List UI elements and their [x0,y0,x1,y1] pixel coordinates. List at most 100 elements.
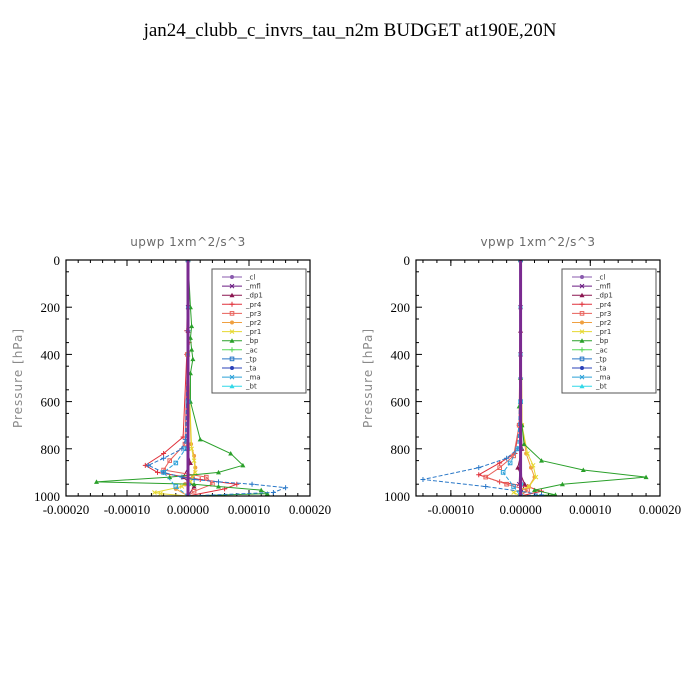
series-marker-ma [511,484,516,489]
legend-label: _pr1 [245,328,261,336]
legend-box [211,268,307,394]
x-tick-label: -0.00010 [428,502,475,517]
x-tick-label: 0.00010 [569,502,611,517]
series-marker-bp [532,487,538,493]
series-marker-tp [191,476,197,482]
page-title: jan24_clubb_c_invrs_tau_n2m BUDGET at190… [143,20,557,41]
legend-label: _ta [595,365,607,373]
legend-label: _ac [595,346,608,354]
series-marker-bp [189,347,195,352]
y-tick-label: 600 [391,395,411,410]
series-marker-ma [500,470,506,475]
legend-label: _bp [245,337,259,345]
series-marker-pr1 [191,458,197,463]
legend-label: _bt [595,383,607,391]
legend-marker [580,320,584,325]
series-marker-tp [179,474,185,480]
legend-label: _dp1 [595,292,613,300]
legend-label: _pr2 [595,319,611,327]
series-marker-tp [270,489,276,495]
chart-panel-2: vpwp 1xm^2/s^3 Pressure [hPa] 0 200 400 600 80… [361,235,681,517]
series-marker-tp [161,455,167,461]
series-marker-tp [476,465,482,471]
legend-label: _ma [245,374,261,382]
legend-marker [579,374,585,380]
legend-label: _ma [595,374,611,382]
legend-label: _dp1 [245,292,263,300]
legend-marker [229,311,235,316]
series-marker-pr1 [192,470,198,475]
series-marker-bp [258,487,264,493]
series-marker-pr1 [525,451,530,456]
legend-label: _cl [245,274,255,282]
y-tick-label: 0 [54,253,61,268]
legend-marker [229,283,235,289]
series-marker-pr3 [483,474,489,480]
legend-label: _pr3 [595,310,611,318]
y-tick-label: 0 [404,253,411,268]
series-marker-pr1 [158,491,163,496]
legend-marker [579,338,585,343]
series-group [420,260,649,496]
series-marker-bp [521,441,527,447]
legend-marker [229,347,235,353]
series-line-pr4 [477,260,544,496]
legend-marker [230,366,234,370]
series-marker-tp [145,462,151,468]
series-marker-bp [643,474,649,480]
series-marker-bp [190,356,196,362]
y-tick-label: 800 [391,442,411,457]
series-marker-dp1 [522,481,528,487]
series-marker-pr4 [161,451,167,457]
series-marker-ma [173,484,179,489]
y-tick-label: 1000 [384,489,410,504]
y-tick-label: 400 [41,347,61,362]
series-line-ma [502,260,522,496]
panel-title: upwp 1xm^2/s^3 [130,235,246,249]
series-marker-pr3 [497,465,502,470]
series-marker-pr4 [476,472,482,478]
series-group [94,260,289,496]
series-marker-tp [538,492,544,496]
series-line-tp [147,260,286,496]
y-axis-label: Pressure [hPa] [361,328,375,428]
series-marker-dp1 [515,465,521,470]
legend-label: _mfl [245,283,261,291]
series-marker-pr3 [511,453,516,459]
legend-label: _ac [245,346,258,354]
legend-label: _pr4 [595,301,612,309]
legend-marker [229,292,235,298]
series-marker-bp [228,451,234,456]
series-marker-bp [538,458,544,463]
series-marker-bp [216,469,221,475]
legend-marker [229,338,235,343]
series-marker-tp [504,455,510,461]
series-marker-tp [216,479,221,485]
series-marker-pr3 [167,458,172,463]
plot-frame [415,259,661,497]
legend-label: _tp [595,355,607,363]
legend-marker [229,356,235,362]
legend-marker [579,283,585,289]
series-marker-tp [283,485,289,491]
legend-marker [229,301,235,307]
y-tick-label: 600 [41,395,61,410]
series-marker-tp [420,476,426,482]
series-marker-bp [94,479,99,484]
y-tick-label: 800 [41,442,61,457]
legend-marker [579,329,585,334]
chart-panel-1: upwp 1xm^2/s^3 Pressure [hPa] 0 200 400 600 80… [11,235,331,517]
legend-marker [230,320,234,325]
series-marker-pr4 [497,460,503,466]
series-marker-pr4 [234,481,240,487]
series-marker-bp [580,467,586,473]
x-tick-label: 0.00010 [228,502,270,517]
y-axis-label: Pressure [hPa] [11,328,25,428]
series-line-pr1 [512,260,537,496]
legend-label: _ta [245,365,257,373]
y-tick-label: 400 [391,347,411,362]
legend-label: _mfl [595,283,611,291]
series-marker-bp [191,481,197,487]
series-marker-tp [249,481,255,487]
series-marker-pr1 [530,462,536,468]
